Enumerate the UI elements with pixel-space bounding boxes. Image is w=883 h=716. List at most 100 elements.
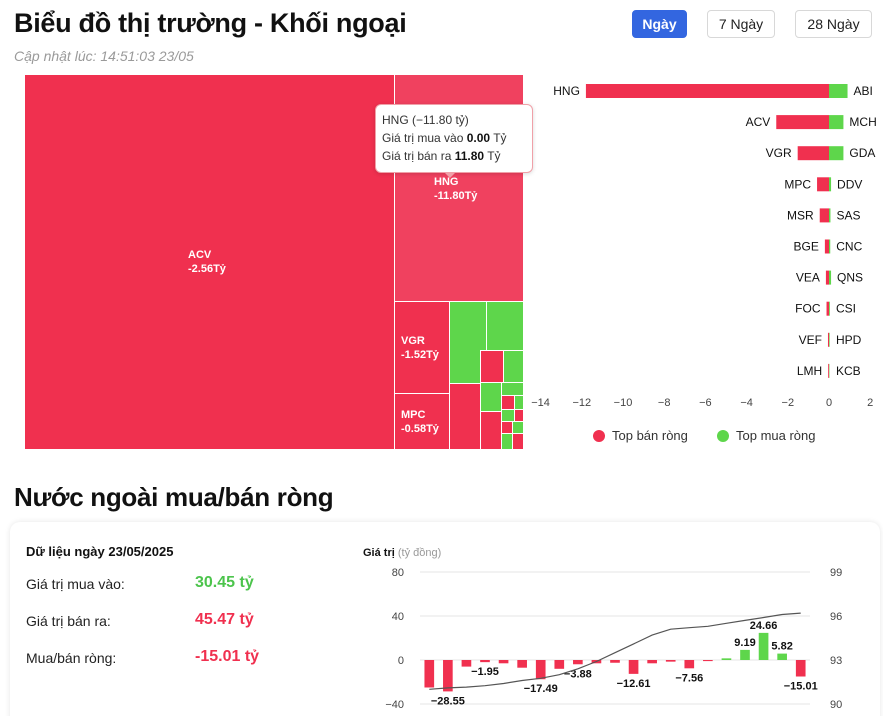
y-tick-label: 80 xyxy=(392,567,404,579)
index-line xyxy=(429,612,801,690)
treemap-cell-sell[interactable] xyxy=(480,411,502,450)
x-tick-label: −6 xyxy=(699,397,712,409)
bar-value-label: −15.01 xyxy=(784,681,818,693)
net-bar xyxy=(535,660,546,680)
net-bar xyxy=(517,660,527,668)
tooltip-arrow xyxy=(444,172,456,178)
sell-bar xyxy=(797,146,829,161)
legend-sell[interactable]: Top bán ròng xyxy=(593,428,688,443)
tooltip-buy-label: Giá trị mua vào xyxy=(382,131,464,145)
mpc-value: -0.58Tỷ xyxy=(401,423,439,435)
tab-day[interactable]: Ngày xyxy=(632,10,687,38)
sell-ticker-label: HNG xyxy=(553,84,580,98)
data-date: Dữ liệu ngày 23/05/2025 xyxy=(26,544,174,559)
treemap-cell-buy[interactable] xyxy=(501,382,524,396)
x-tick-label: 0 xyxy=(826,397,832,409)
buy-bar xyxy=(829,239,831,254)
bar-value-label: 24.66 xyxy=(750,620,778,632)
net-bar xyxy=(758,632,769,660)
y-tick-label: 40 xyxy=(392,611,404,623)
net-value-label: Mua/bán ròng: xyxy=(26,650,117,666)
net-bar xyxy=(777,653,787,660)
tooltip-sell-unit: Tỷ xyxy=(487,149,501,163)
buy-bar xyxy=(829,332,830,347)
buy-ticker-label: GDA xyxy=(849,146,875,160)
net-bar xyxy=(628,660,639,674)
treemap-cell-buy[interactable] xyxy=(503,350,524,383)
tab-7-days[interactable]: 7 Ngày xyxy=(707,10,775,38)
sell-ticker-label: LMH xyxy=(797,364,822,378)
sell-bar xyxy=(828,363,829,378)
buy-bar xyxy=(829,301,830,316)
treemap-cell-sell[interactable] xyxy=(512,433,524,450)
tooltip-buy-row: Giá trị mua vào 0.00 Tỷ xyxy=(382,129,526,147)
sell-value-label: Giá trị bán ra: xyxy=(26,613,111,629)
net-bar xyxy=(461,660,472,667)
net-bar xyxy=(554,660,565,669)
legend-buy-dot xyxy=(717,429,729,442)
tab-28-days[interactable]: 28 Ngày xyxy=(795,10,872,38)
buy-ticker-label: ABI xyxy=(854,84,873,98)
mpc-name: MPC xyxy=(401,409,426,421)
x-tick-label: −2 xyxy=(782,397,795,409)
legend-sell-label: Top bán ròng xyxy=(612,428,688,443)
tooltip-title: HNG (−11.80 tỷ) xyxy=(382,113,469,127)
x-tick-label: −4 xyxy=(740,397,753,409)
sell-ticker-label: FOC xyxy=(795,302,821,316)
buy-ticker-label: HPD xyxy=(836,333,862,347)
y2-tick-label: 99 xyxy=(830,567,842,579)
net-bar xyxy=(480,660,490,663)
net-bar xyxy=(647,660,657,664)
sell-bar xyxy=(776,115,829,130)
combo-chart-title: Giá trị (tỷ đồng) xyxy=(363,547,441,559)
net-bar xyxy=(703,660,713,662)
net-bar xyxy=(443,660,453,692)
treemap-cell-acv[interactable] xyxy=(24,74,395,450)
y-tick-label: −40 xyxy=(385,699,404,711)
sell-ticker-label: ACV xyxy=(746,115,771,129)
buy-ticker-label: DDV xyxy=(837,177,862,191)
treemap-label-acv: ACV -2.56Tỷ xyxy=(188,248,226,276)
sell-ticker-label: VEA xyxy=(796,271,820,285)
bar-value-label: −7.56 xyxy=(675,672,703,684)
x-tick-label: −12 xyxy=(572,397,591,409)
page-title: Biểu đồ thị trường - Khối ngoại xyxy=(14,8,407,38)
net-bar xyxy=(424,660,435,688)
net-bar xyxy=(573,660,583,665)
y2-tick-label: 96 xyxy=(830,611,842,623)
legend-sell-dot xyxy=(593,429,605,442)
net-bar xyxy=(740,649,750,660)
buy-ticker-label: CNC xyxy=(836,240,862,254)
y2-tick-label: 90 xyxy=(830,699,842,711)
y2-tick-label: 93 xyxy=(830,655,842,667)
buy-bar xyxy=(829,208,831,223)
buy-ticker-label: KCB xyxy=(836,364,861,378)
buy-bar xyxy=(829,146,844,161)
hng-name: HNG xyxy=(434,176,459,188)
hng-value: -11.80Tỷ xyxy=(434,190,478,202)
buy-ticker-label: MCH xyxy=(849,115,876,129)
treemap-tooltip: HNG (−11.80 tỷ) Giá trị mua vào 0.00 Tỷ … xyxy=(375,104,533,173)
treemap-cell-sell[interactable] xyxy=(449,383,481,450)
bar-value-label: −12.61 xyxy=(617,678,651,690)
section-title: Nước ngoài mua/bán ròng xyxy=(14,482,334,512)
bar-value-label: −17.49 xyxy=(524,683,558,695)
treemap-cell-buy[interactable] xyxy=(480,382,502,412)
tooltip-sell-row: Giá trị bán ra 11.80 Tỷ xyxy=(382,147,526,165)
treemap-cell-buy[interactable] xyxy=(514,395,524,410)
tooltip-buy-unit: Tỷ xyxy=(493,131,507,145)
sell-bar xyxy=(817,177,829,192)
treemap-cell-sell[interactable] xyxy=(480,350,504,383)
treemap-cell-buy[interactable] xyxy=(486,301,524,351)
sell-ticker-label: BGE xyxy=(794,240,819,254)
bar-value-label: −28.55 xyxy=(431,695,465,707)
sell-ticker-label: MSR xyxy=(787,208,814,222)
buy-bar xyxy=(829,84,848,98)
updated-time: Cập nhật lúc: 14:51:03 23/05 xyxy=(14,48,194,64)
x-tick-label: −10 xyxy=(614,397,633,409)
top-net-bar-chart: HNG ABI ACV MCH VGR GDA MPC DDV MSR SAS BGE CNC VEA Q… xyxy=(531,84,877,409)
net-bar xyxy=(665,660,676,662)
treemap-label-vgr: VGR -1.52Tỷ xyxy=(401,334,439,362)
legend-buy[interactable]: Top mua ròng xyxy=(717,428,816,443)
treemap-cell-sell[interactable] xyxy=(501,395,515,410)
